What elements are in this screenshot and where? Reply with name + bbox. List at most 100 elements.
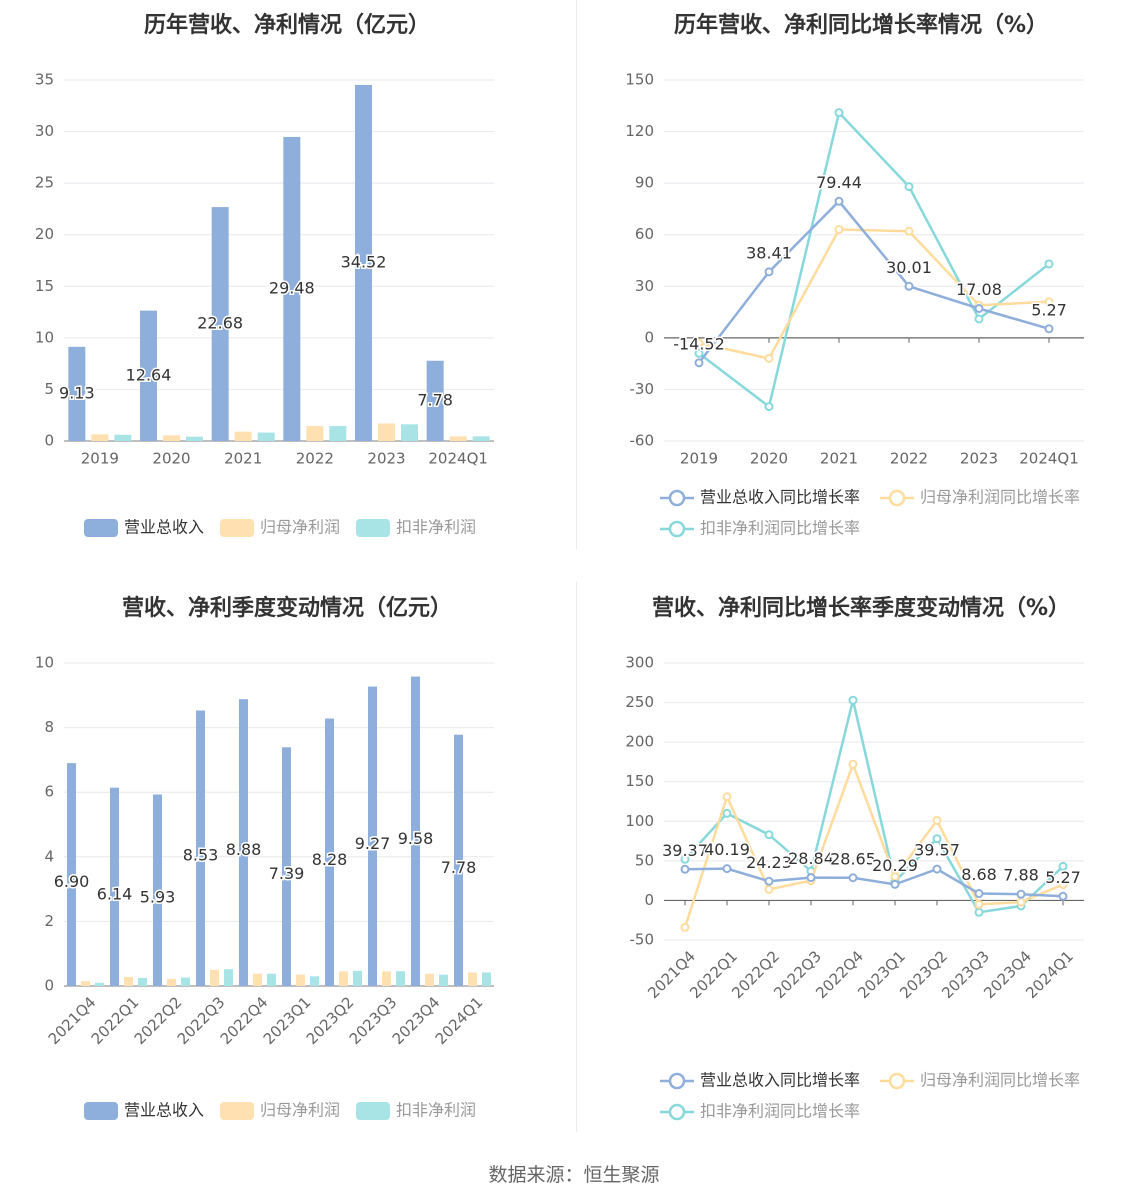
y-tick-label: 25 — [35, 174, 54, 192]
y-tick-label: 300 — [625, 654, 654, 672]
bar-deducted-profit — [95, 982, 104, 986]
data-label: 24.23 — [746, 853, 792, 872]
bar-deducted-profit — [310, 976, 319, 986]
y-tick-label: 120 — [625, 122, 654, 140]
legend-swatch — [356, 1102, 390, 1120]
y-tick-label: -60 — [630, 432, 655, 450]
y-tick-label: 10 — [35, 654, 54, 672]
y-tick-label: 2 — [44, 912, 54, 930]
chart-svg: 历年营收、净利情况（亿元） 0 5 10 15 20 25 30 35 2019 2020 2021 2… — [35, 12, 494, 537]
bar-revenue — [368, 686, 377, 986]
data-label: 39.57 — [914, 841, 960, 860]
bar-parent-profit — [210, 969, 219, 986]
legend-label: 扣非净利润同比增长率 — [700, 1102, 860, 1121]
y-tick-label: 60 — [635, 225, 654, 243]
data-point — [932, 834, 942, 844]
data-label: 5.27 — [1045, 868, 1081, 887]
bar-revenue — [196, 710, 205, 986]
data-label: 12.64 — [126, 365, 172, 384]
legend-item: 扣非净利润 — [356, 518, 476, 537]
legend-label: 扣非净利润同比增长率 — [700, 519, 860, 538]
legend-label: 扣非净利润 — [396, 1101, 476, 1120]
y-tick-label: 20 — [35, 225, 54, 243]
bar-parent-profit — [91, 434, 109, 441]
y-tick-label: 0 — [44, 977, 54, 995]
x-tick-label: 2023 — [960, 450, 998, 468]
data-point — [974, 303, 984, 313]
x-tick-label: 2024Q1 — [432, 993, 487, 1048]
data-point — [848, 695, 858, 705]
x-tick-label: 2019 — [680, 450, 718, 468]
legend-item: 营业总收入同比增长率 — [660, 488, 860, 507]
y-tick-label: 15 — [35, 277, 54, 295]
data-point — [722, 808, 732, 818]
data-point — [1058, 861, 1068, 871]
x-tick-label: 2020 — [152, 450, 190, 468]
data-point — [1044, 324, 1054, 334]
data-label: 7.78 — [441, 858, 477, 877]
y-tick-label: 30 — [635, 277, 654, 295]
bar-revenue — [426, 360, 444, 441]
data-label: 20.29 — [872, 856, 918, 875]
bar-parent-profit — [382, 971, 391, 986]
chart-svg: 营收、净利同比增长率季度变动情况（%） -50 0 50 100 150 200 250 300… — [625, 595, 1084, 1121]
bar-revenue — [411, 676, 420, 986]
data-point — [974, 907, 984, 917]
bar-parent-profit — [296, 974, 305, 986]
data-point — [1016, 889, 1026, 899]
bar-parent-profit — [81, 981, 90, 986]
x-tick-label: 2024Q1 — [1019, 450, 1079, 468]
data-label: 6.90 — [54, 872, 90, 891]
data-point — [1058, 891, 1068, 901]
bar-parent-profit — [425, 973, 434, 986]
bar-revenue — [68, 346, 86, 441]
bar-deducted-profit — [396, 971, 405, 986]
legend-marker — [668, 489, 686, 507]
chart-title: 营收、净利季度变动情况（亿元） — [122, 595, 452, 621]
bar-deducted-profit — [353, 970, 362, 986]
data-label: 79.44 — [816, 173, 862, 192]
bar-deducted-profit — [224, 969, 233, 986]
bar-parent-profit — [234, 431, 252, 441]
data-label: 28.84 — [788, 849, 834, 868]
bar-parent-profit — [449, 436, 467, 441]
bar-deducted-profit — [267, 973, 276, 986]
legend-swatch — [220, 519, 254, 537]
data-point — [764, 267, 774, 277]
legend-item: 归母净利润同比增长率 — [880, 1071, 1080, 1090]
series-line-parent — [698, 228, 1050, 360]
data-label: 7.88 — [1003, 866, 1039, 885]
data-point — [904, 281, 914, 291]
data-point — [834, 196, 844, 206]
x-tick-label: 2021 — [224, 450, 262, 468]
data-point — [1044, 259, 1054, 269]
legend-item: 扣非净利润同比增长率 — [660, 519, 860, 538]
legend-item: 扣非净利润同比增长率 — [660, 1102, 860, 1121]
data-source: 数据来源：恒生聚源 — [488, 1164, 660, 1186]
quarterly-revenue-profit-chart: 营收、净利季度变动情况（亿元） 0 2 4 6 8 10 2021Q4 2022Q1 2022Q2… — [0, 582, 574, 1162]
panel-divider — [576, 582, 577, 1132]
data-point — [974, 314, 984, 324]
bar-deducted-profit — [181, 977, 190, 986]
data-point — [764, 830, 774, 840]
y-tick-label: 150 — [625, 772, 654, 790]
y-tick-label: 0 — [644, 891, 654, 909]
legend-label: 营业总收入 — [124, 518, 204, 537]
quarterly-growth-rate-chart: 营收、净利同比增长率季度变动情况（%） -50 0 50 100 150 200 250 300… — [574, 582, 1148, 1162]
data-label: 5.27 — [1031, 300, 1067, 319]
legend-marker — [668, 1072, 686, 1090]
legend-label: 营业总收入同比增长率 — [700, 1071, 860, 1090]
bar-deducted-profit — [329, 426, 347, 441]
y-tick-label: 0 — [44, 432, 54, 450]
legend-label: 归母净利润同比增长率 — [920, 488, 1080, 507]
y-tick-label: 100 — [625, 812, 654, 830]
bar-deducted-profit — [472, 436, 490, 441]
y-tick-label: 10 — [35, 328, 54, 346]
legend-label: 营业总收入 — [124, 1101, 204, 1120]
data-label: 5.93 — [140, 888, 176, 907]
data-point — [680, 854, 690, 864]
bar-parent-profit — [124, 976, 133, 986]
data-point — [974, 899, 984, 909]
y-tick-label: 200 — [625, 733, 654, 751]
chart-svg: 历年营收、净利同比增长率情况（%） -60 -30 0 30 60 90 120 150 2019… — [625, 12, 1084, 538]
